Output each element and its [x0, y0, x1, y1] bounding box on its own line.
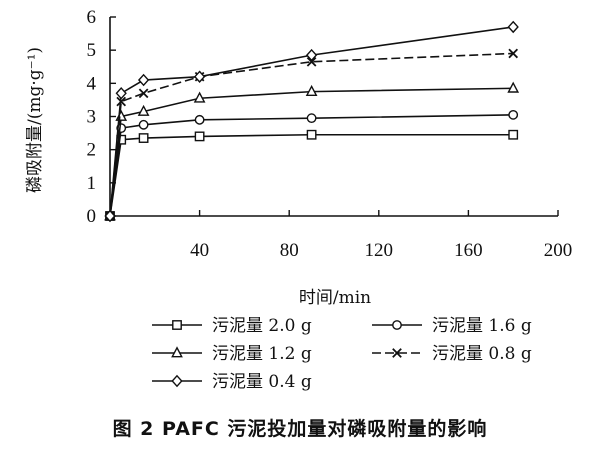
data-point: [115, 87, 127, 100]
y-tick-label: 5: [87, 40, 97, 61]
legend-label: 污泥量 2.0 g: [212, 316, 312, 336]
legend-marker: [172, 320, 182, 330]
series-line: [109, 26, 514, 217]
series-square: [105, 129, 519, 221]
y-tick-label: 3: [87, 107, 97, 128]
series-triangle: [104, 81, 520, 221]
series-line: [109, 87, 514, 217]
data-point: [306, 113, 317, 124]
y-tick-label: 4: [87, 73, 97, 94]
legend: 污泥量 2.0 g 污泥量 1.6 g 污泥量 1.2 g 污泥量 0.8 g 污泥量 …: [152, 316, 532, 392]
legend-marker: [392, 320, 402, 330]
x-tick-label: 160: [454, 240, 483, 261]
legend-item: 污泥量 0.4 g: [152, 372, 312, 392]
data-point: [306, 129, 317, 140]
data-point: [507, 20, 519, 34]
legend-marker: [392, 348, 402, 358]
y-tick-label: 0: [87, 206, 97, 227]
legend-label: 污泥量 0.8 g: [432, 344, 532, 364]
figure-caption: 图 2 PAFC 污泥投加量对磷吸附量的影响: [112, 418, 488, 440]
data-point: [194, 131, 205, 142]
x-axis-title: 时间/min: [299, 288, 371, 308]
data-point: [138, 119, 149, 130]
x-tick-label: 200: [544, 240, 573, 261]
legend-label: 污泥量 1.6 g: [432, 316, 532, 336]
axes: 0 1 2 3 4 5 6 40 80 120 160 200: [87, 7, 573, 261]
y-tick-label: 2: [87, 140, 97, 161]
data-point: [508, 109, 519, 120]
y-axis-title: 磷吸附量/(mg·g⁻¹): [25, 47, 45, 193]
legend-item: 污泥量 1.6 g: [372, 316, 532, 336]
data-point: [137, 104, 150, 116]
data-point: [193, 70, 206, 83]
data-point: [137, 73, 150, 87]
legend-item: 污泥量 2.0 g: [152, 316, 312, 336]
data-point: [508, 48, 519, 59]
x-tick-label: 80: [280, 240, 299, 261]
series-line: [109, 114, 514, 217]
x-tick-label: 120: [365, 240, 394, 261]
data-point: [104, 209, 116, 223]
series-line: [109, 133, 514, 217]
data-point: [194, 114, 205, 125]
line-chart: 0 1 2 3 4 5 6 40 80 120 160 200 时间/min 磷吸附量/(mg·g⁻¹…: [25, 7, 573, 392]
legend-marker: [171, 346, 183, 358]
legend-marker: [171, 374, 183, 388]
data-point: [305, 48, 318, 62]
series-circle: [105, 109, 519, 221]
series-layer: [104, 20, 520, 223]
data-point: [193, 91, 206, 103]
data-point: [138, 133, 149, 143]
data-point: [306, 56, 317, 67]
legend-item: 污泥量 0.8 g: [372, 344, 532, 364]
data-point: [138, 88, 149, 99]
legend-label: 污泥量 1.2 g: [212, 344, 312, 364]
legend-label: 污泥量 0.4 g: [212, 372, 312, 392]
data-point: [508, 129, 519, 140]
series-diamond: [104, 20, 519, 223]
y-tick-label: 6: [87, 7, 97, 28]
data-point: [507, 81, 520, 93]
data-point: [305, 84, 318, 97]
x-tick-label: 40: [190, 240, 209, 261]
y-tick-label: 1: [87, 173, 97, 194]
legend-item: 污泥量 1.2 g: [152, 344, 312, 364]
